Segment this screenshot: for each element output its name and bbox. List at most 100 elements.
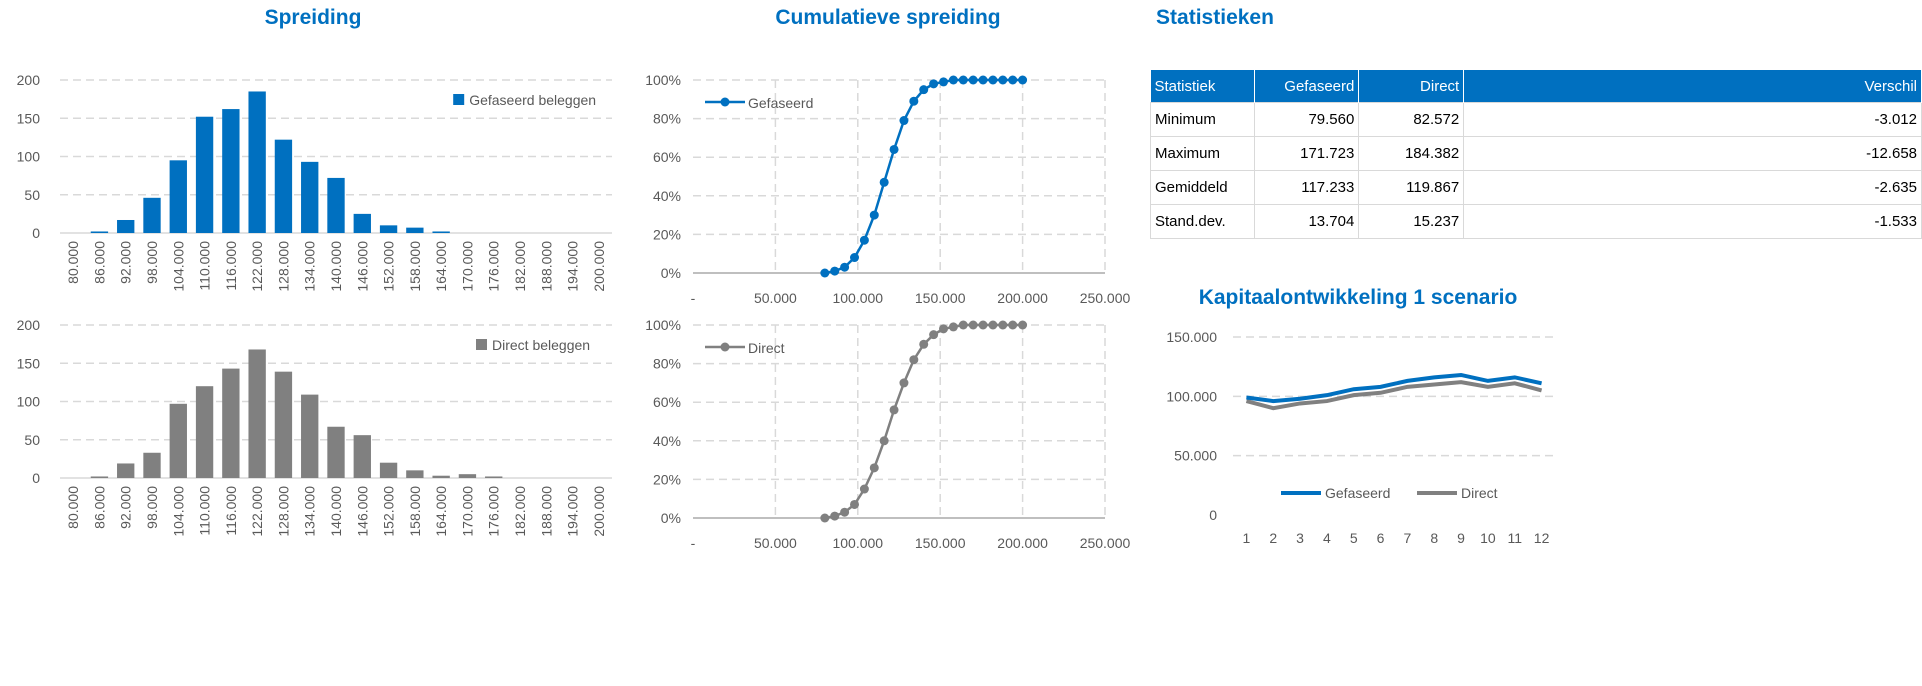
hist-direct-bar <box>274 371 293 478</box>
cum-gefaseerd-point <box>998 75 1008 85</box>
cell: 15.237 <box>1358 204 1465 239</box>
cum-gefaseerd-point <box>988 75 998 85</box>
hist-direct-ytick-label: 150 <box>17 355 41 371</box>
hist-gefaseerd-bar <box>274 139 293 233</box>
header-verschil: Verschil <box>1463 70 1922 103</box>
hist-direct-xtick-label: 170.000 <box>459 486 475 537</box>
hist-gefaseerd-xtick-label: 164.000 <box>433 241 449 292</box>
hist-direct-ytick-label: 0 <box>32 470 40 486</box>
cum-direct-point <box>889 405 899 415</box>
hist-gefaseerd-legend-marker <box>453 94 465 105</box>
cum-gefaseerd-legend-marker <box>720 97 730 107</box>
cum-direct-point <box>899 378 909 388</box>
cum-gefaseerd-xtick-label: - <box>691 290 696 306</box>
cum-gefaseerd-point <box>1018 75 1028 85</box>
cum-gefaseerd-point <box>919 85 929 95</box>
kapitaal-xtick-label: 8 <box>1430 530 1438 546</box>
hist-gefaseerd-xtick-label: 188.000 <box>538 241 554 292</box>
hist-gefaseerd-xtick-label: 200.000 <box>591 241 607 292</box>
kapitaal-xtick-label: 6 <box>1377 530 1385 546</box>
cum-direct-ytick-label: 60% <box>653 394 681 410</box>
cum-gefaseerd-point <box>1008 75 1018 85</box>
kapitaal-legend-label: Direct <box>1461 485 1498 501</box>
hist-gefaseerd-bar <box>327 177 345 233</box>
cell: 79.560 <box>1254 102 1360 137</box>
hist-direct-xtick-label: 158.000 <box>407 486 423 537</box>
statistics-table: Statistiek Gefaseerd Direct Verschil Min… <box>1149 70 1922 239</box>
cum-gefaseerd-point <box>958 75 968 85</box>
cum-direct-point <box>869 463 879 473</box>
cell: 82.572 <box>1358 102 1465 137</box>
hist-direct-bar <box>458 474 477 478</box>
cum-direct-point <box>978 320 988 330</box>
hist-gefaseerd-bar <box>90 231 109 233</box>
hist-gefaseerd-xtick-label: 158.000 <box>407 241 423 292</box>
hist-gefaseerd-xtick-label: 176.000 <box>486 241 502 292</box>
hist-direct-bar <box>353 435 371 478</box>
hist-gefaseerd-bar <box>169 160 187 233</box>
cum-gefaseerd-point <box>899 116 909 126</box>
title-cumulatieve-spreiding: Cumulatieve spreiding <box>775 6 1001 29</box>
cum-gefaseerd-point <box>948 75 958 85</box>
hist-direct-xtick-label: 200.000 <box>591 486 607 537</box>
hist-gefaseerd-bar <box>432 231 450 233</box>
hist-direct-legend-marker <box>476 339 487 350</box>
kapitaal-xtick-label: 1 <box>1243 530 1251 546</box>
cum-gefaseerd-ytick-label: 20% <box>653 226 681 242</box>
cell: 13.704 <box>1254 204 1360 239</box>
hist-direct-xtick-label: 146.000 <box>354 486 370 537</box>
table-row: Minimum 79.560 82.572 -3.012 <box>1149 102 1922 137</box>
cum-direct-point <box>919 339 929 349</box>
hist-direct-ytick-label: 100 <box>17 394 41 410</box>
hist-gefaseerd-xtick-label: 80.000 <box>65 241 81 284</box>
cum-direct-point <box>1018 320 1028 330</box>
hist-gefaseerd-ytick-label: 200 <box>17 72 41 88</box>
cum-gefaseerd-xtick-label: 150.000 <box>915 290 966 306</box>
hist-gefaseerd-bar <box>143 197 161 233</box>
hist-direct-xtick-label: 188.000 <box>538 486 554 537</box>
hist-gefaseerd-xtick-label: 104.000 <box>170 241 186 292</box>
table-row: Maximum 171.723 184.382 -12.658 <box>1149 136 1922 171</box>
cum-gefaseerd-xtick-label: 250.000 <box>1080 290 1131 306</box>
cum-direct-xtick-label: 200.000 <box>997 535 1048 551</box>
hist-direct-xtick-label: 128.000 <box>275 486 291 537</box>
cum-direct-legend-label: Direct <box>748 340 785 356</box>
table-row: Gemiddeld 117.233 119.867 -2.635 <box>1149 170 1922 205</box>
kapitaal-xtick-label: 4 <box>1323 530 1331 546</box>
hist-gefaseerd-xtick-label: 110.000 <box>197 241 213 291</box>
kapitaal-series-gefaseerd <box>1246 372 1543 404</box>
cum-gefaseerd-point <box>938 77 948 87</box>
hist-direct-bar <box>222 368 240 478</box>
kapitaal-ytick-label: 100.000 <box>1166 388 1217 404</box>
hist-direct-xtick-label: 140.000 <box>328 486 344 537</box>
hist-gefaseerd-ytick-label: 150 <box>17 110 41 126</box>
hist-gefaseerd-bar <box>195 116 214 233</box>
table-row: Stand.dev. 13.704 15.237 -1.533 <box>1149 204 1922 239</box>
kapitaal-xtick-label: 10 <box>1480 530 1496 546</box>
kapitaal-xtick-label: 2 <box>1269 530 1277 546</box>
header-gefaseerd: Gefaseerd <box>1254 70 1360 103</box>
cum-gefaseerd-point <box>978 75 988 85</box>
hist-gefaseerd-bar <box>406 227 424 233</box>
cum-gefaseerd-xtick-label: 200.000 <box>997 290 1048 306</box>
hist-gefaseerd-xtick-label: 146.000 <box>354 241 370 292</box>
cell: 117.233 <box>1254 170 1360 205</box>
hist-gefaseerd-ytick-label: 50 <box>24 187 40 203</box>
header-direct: Direct <box>1358 70 1465 103</box>
hist-direct-bar <box>143 452 161 478</box>
cum-direct-xtick-label: 150.000 <box>915 535 966 551</box>
hist-direct-xtick-label: 80.000 <box>65 486 81 529</box>
cum-gefaseerd-legend-label: Gefaseerd <box>748 95 813 111</box>
cum-direct-xtick-label: 100.000 <box>832 535 883 551</box>
hist-direct-bar <box>169 403 187 478</box>
kapitaal-legend-label: Gefaseerd <box>1325 485 1390 501</box>
cum-direct-ytick-label: 0% <box>661 510 681 526</box>
kapitaal-ytick-label: 0 <box>1209 507 1217 523</box>
hist-direct-xtick-label: 104.000 <box>170 486 186 537</box>
cum-gefaseerd-point <box>929 79 939 89</box>
hist-direct-bar <box>432 475 450 478</box>
kapitaal-xtick-label: 11 <box>1507 530 1522 546</box>
kapitaal-xtick-label: 3 <box>1296 530 1304 546</box>
